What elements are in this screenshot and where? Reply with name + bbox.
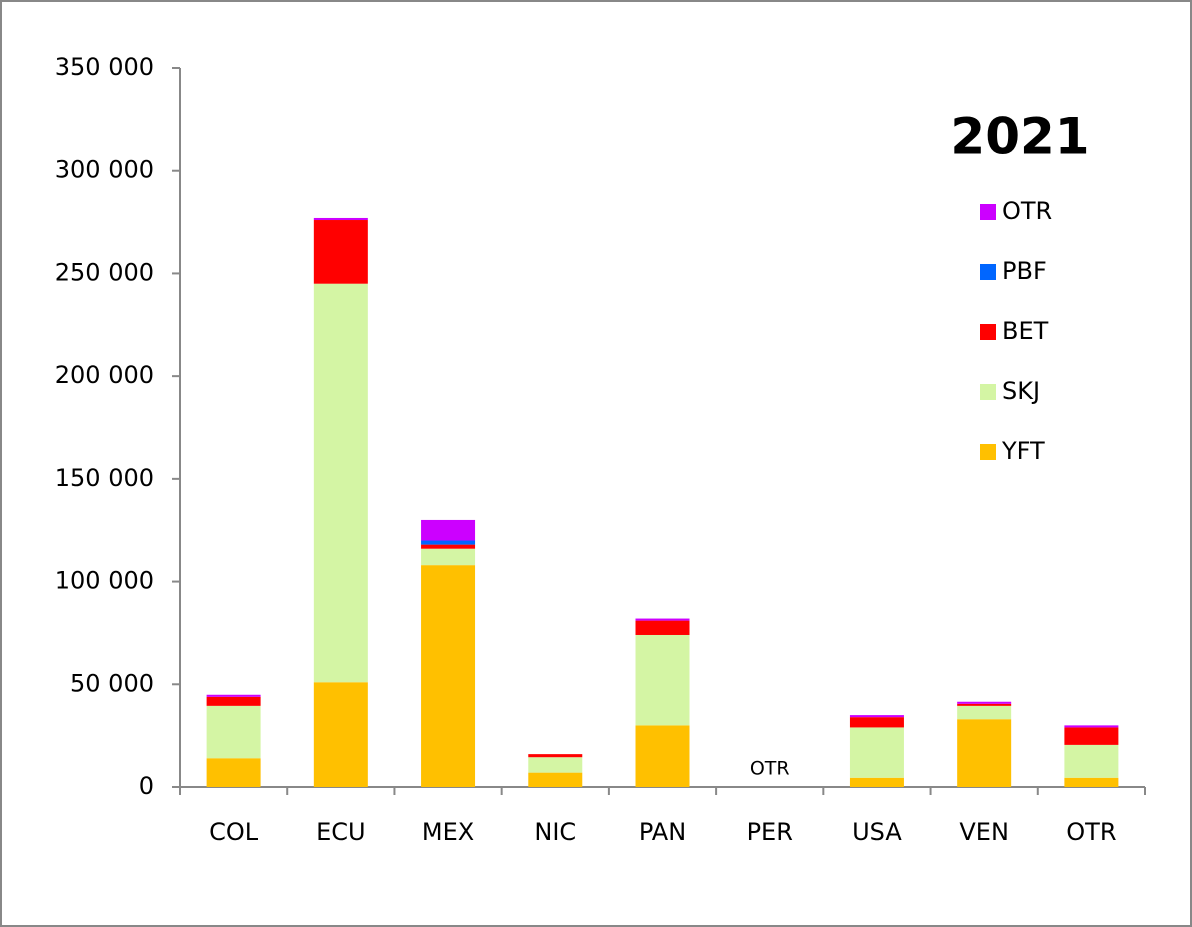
bar-segment: [421, 519, 476, 541]
y-tick-label: 0: [139, 772, 154, 800]
x-tick-label: USA: [852, 818, 902, 846]
bar-segment: [1064, 725, 1119, 728]
legend-swatch: [980, 444, 996, 460]
legend-swatch: [980, 324, 996, 340]
bar-segment: [528, 772, 583, 787]
bar-segment: [849, 727, 904, 778]
y-tick-label: 250 000: [55, 258, 154, 286]
bar-segment: [1064, 777, 1119, 787]
x-tick-label: VEN: [959, 818, 1009, 846]
legend-label: SKJ: [1002, 377, 1040, 405]
bar-segment: [206, 705, 261, 759]
legend-label: PBF: [1002, 257, 1047, 285]
y-tick-label: 100 000: [55, 567, 154, 595]
legend-swatch: [980, 264, 996, 280]
bar-segment: [421, 548, 476, 566]
x-tick-label: OTR: [1066, 818, 1116, 846]
bar-segment: [849, 717, 904, 728]
bar-segment: [313, 682, 368, 787]
bar-segment: [528, 757, 583, 773]
bar-segment: [206, 694, 261, 697]
bar-segment: [849, 715, 904, 718]
bar-segment: [313, 217, 368, 221]
bar-segment: [635, 634, 690, 726]
y-tick-label: 200 000: [55, 361, 154, 389]
bar-segment: [635, 725, 690, 787]
annotation: OTR: [750, 758, 790, 780]
bar-segment: [957, 703, 1012, 706]
legend-label: OTR: [1002, 197, 1052, 225]
legend-swatch: [980, 384, 996, 400]
legend-label: YFT: [1001, 437, 1045, 465]
x-tick-label: MEX: [422, 818, 474, 846]
bar-segment: [957, 719, 1012, 787]
x-tick-label: ECU: [316, 818, 366, 846]
y-tick-label: 150 000: [55, 464, 154, 492]
bar-segment: [206, 696, 261, 706]
bar-segment: [849, 777, 904, 787]
bar-segment: [957, 701, 1012, 704]
x-tick-label: PAN: [639, 818, 686, 846]
bar-segment: [421, 565, 476, 787]
bar-segment: [421, 540, 476, 545]
bar-segment: [635, 618, 690, 621]
legend-swatch: [980, 204, 996, 220]
legend-label: BET: [1002, 317, 1049, 345]
y-tick-label: 350 000: [55, 53, 154, 81]
bar-segment: [957, 705, 1012, 720]
y-tick-label: 300 000: [55, 156, 154, 184]
bar-segment: [528, 754, 583, 758]
bar-segment: [313, 283, 368, 683]
bar-segment: [1064, 744, 1119, 778]
y-tick-label: 50 000: [70, 669, 154, 697]
x-tick-label: COL: [209, 818, 259, 846]
bar-segment: [313, 220, 368, 284]
legend-title: 2021: [950, 108, 1089, 166]
bar-segment: [635, 620, 690, 635]
bar-segment: [206, 758, 261, 787]
bar-segment: [421, 544, 476, 549]
x-tick-label: NIC: [534, 818, 576, 846]
x-tick-label: PER: [747, 818, 793, 846]
bar-segment: [1064, 727, 1119, 745]
